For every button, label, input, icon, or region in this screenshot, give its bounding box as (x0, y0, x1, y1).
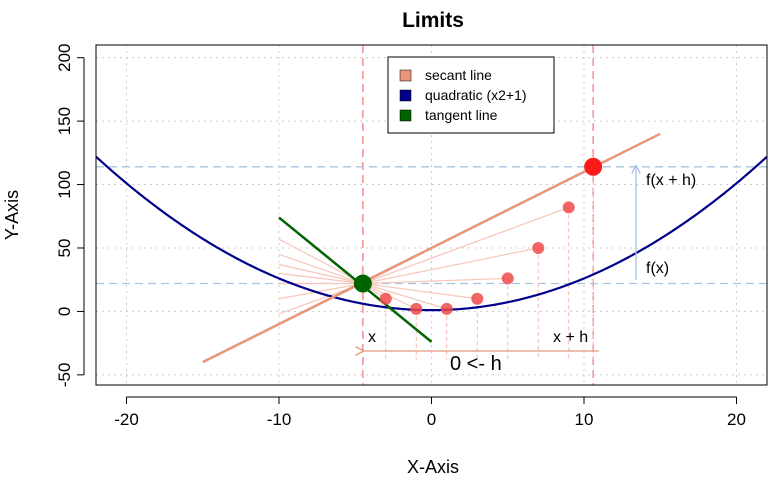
axes: -20 -10 0 10 20 -50 0 50 100 150 200 (55, 43, 746, 429)
label-limit: 0 <- h (450, 353, 502, 375)
approach-point (532, 241, 545, 254)
faint-secant (362, 277, 508, 285)
legend: secant line quadratic (x2+1) tangent lin… (387, 56, 555, 134)
secant-point (584, 157, 603, 176)
approach-point (562, 201, 575, 214)
approach-point (471, 292, 484, 305)
label-xh: x + h (553, 329, 588, 346)
faint-secant (362, 247, 539, 285)
x-axis-label: X-Axis (407, 457, 459, 477)
x-tick-label: 10 (575, 410, 594, 429)
points (353, 157, 603, 315)
faint-secant-ext (278, 282, 363, 300)
secant-line (202, 132, 661, 364)
label-x: x (368, 329, 376, 346)
grid (96, 45, 767, 385)
label-fxh: f(x + h) (646, 172, 696, 189)
tangent-point (353, 274, 372, 293)
legend-swatch-secant (399, 69, 412, 82)
faint-secant (362, 282, 447, 310)
approach-point (379, 292, 392, 305)
y-tick-label: 200 (55, 43, 74, 71)
faint-secant-ext (278, 263, 364, 285)
legend-label-tangent: tangent line (425, 107, 498, 123)
approach-point (440, 302, 453, 315)
faint-secant-ext (278, 253, 364, 285)
x-tick-label: -20 (114, 410, 139, 429)
y-axis-label: Y-Axis (2, 190, 22, 240)
x-tick-label: -10 (267, 410, 292, 429)
y-tick-label: 150 (55, 107, 74, 135)
legend-box (387, 56, 555, 134)
y-tick-label: -50 (55, 363, 74, 388)
x-tick-label: 20 (727, 410, 746, 429)
y-tick-label: 50 (55, 239, 74, 258)
quadratic-curve (96, 155, 767, 312)
label-fx: f(x) (646, 260, 669, 277)
faint-secant (362, 282, 478, 300)
legend-swatch-tangent (399, 109, 412, 122)
plot-frame (95, 44, 768, 386)
faint-secant-ext (278, 272, 363, 285)
legend-label-quadratic: quadratic (x2+1) (425, 87, 527, 103)
chart-title: Limits (402, 9, 464, 32)
legend-swatch-quadratic (399, 89, 412, 102)
approach-point (501, 272, 514, 285)
x-tick-label: 0 (427, 410, 436, 429)
y-tick-label: 0 (55, 307, 74, 316)
approach-point (410, 302, 423, 315)
faint-secant (362, 206, 569, 285)
y-tick-label: 100 (55, 170, 74, 198)
legend-label-secant: secant line (425, 67, 492, 83)
